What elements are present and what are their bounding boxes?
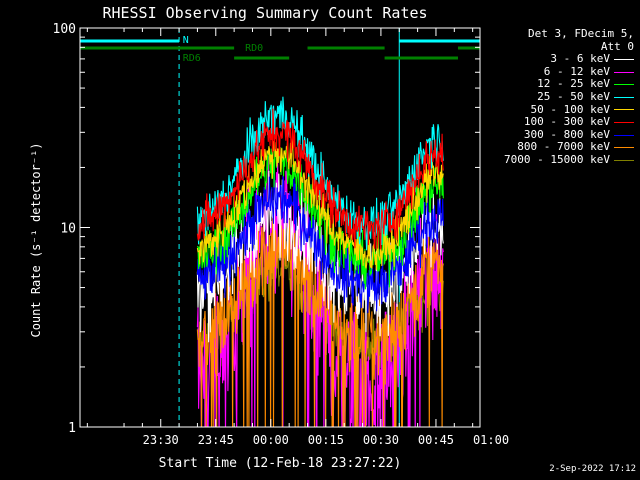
legend-swatch [614, 121, 634, 123]
legend-label: 300 - 800 keV [523, 127, 610, 141]
y-tick-label-0: 1 [68, 421, 76, 436]
legend-swatch [614, 147, 634, 149]
legend-entry: 50 - 100 keV [484, 102, 634, 117]
series-line-25-50-kev [196, 96, 444, 251]
legend-label: 7000 - 15000 keV [504, 152, 610, 166]
legend-swatch [614, 159, 634, 161]
legend-label: 25 - 50 keV [537, 89, 610, 103]
timestamp: 2-Sep-2022 17:12 [549, 464, 636, 474]
y-axis-label: Count Rate (s⁻¹ detector⁻¹) [29, 142, 43, 337]
legend-swatch [614, 134, 634, 136]
series-line-100-300-kev [196, 108, 444, 250]
legend-entry: 3 - 6 keV [484, 53, 634, 66]
legend-label: 50 - 100 keV [530, 102, 610, 116]
x-tick-label-3: 00:15 [308, 433, 344, 447]
legend-entry: 800 - 7000 keV [484, 141, 634, 154]
legend-entry: 100 - 300 keV [484, 116, 634, 129]
x-axis-label: Start Time (12-Feb-18 23:27:22) [159, 456, 402, 471]
legend-entry: 300 - 800 keV [484, 127, 634, 142]
legend: Det 3, FDecim 5, Att 0 3 - 6 keV 6 - 12 k… [484, 27, 634, 167]
legend-entry: 12 - 25 keV [484, 78, 634, 91]
chart-title: RHESSI Observing Summary Count Rates [102, 4, 427, 22]
legend-swatch [614, 84, 634, 86]
flag-label-n: N [183, 35, 189, 46]
legend-header-line1: Det 3, FDecim 5, [528, 27, 634, 40]
x-tick-label-6: 01:00 [473, 433, 509, 447]
legend-label: 3 - 6 keV [550, 52, 610, 66]
legend-header-line2: Att 0 [600, 39, 634, 53]
legend-label: 800 - 7000 keV [517, 140, 610, 154]
legend-label: 100 - 300 keV [523, 115, 610, 129]
legend-swatch [614, 58, 634, 60]
x-tick-label-5: 00:45 [418, 433, 454, 447]
legend-entry: 25 - 50 keV [484, 89, 634, 104]
x-tick-label-2: 00:00 [253, 433, 289, 447]
legend-entry: 7000 - 15000 keV [484, 152, 634, 167]
x-tick-label-4: 00:30 [363, 433, 399, 447]
legend-label: 12 - 25 keV [537, 77, 610, 91]
x-tick-label-1: 23:45 [198, 433, 234, 447]
legend-swatch [614, 96, 634, 98]
y-tick-label-2: 100 [53, 22, 76, 37]
series-line-800-7000-kev [196, 200, 444, 427]
flag-label-rd6: RD6 [183, 53, 201, 64]
legend-entry: 6 - 12 keV [484, 64, 634, 79]
y-tick-label-1: 10 [60, 222, 76, 237]
legend-swatch [614, 109, 634, 111]
flag-label-rd0: RD0 [245, 43, 263, 54]
x-tick-label-0: 23:30 [143, 433, 179, 447]
legend-swatch [614, 71, 634, 73]
series-line-50-100-kev [196, 138, 444, 270]
legend-label: 6 - 12 keV [543, 64, 610, 78]
